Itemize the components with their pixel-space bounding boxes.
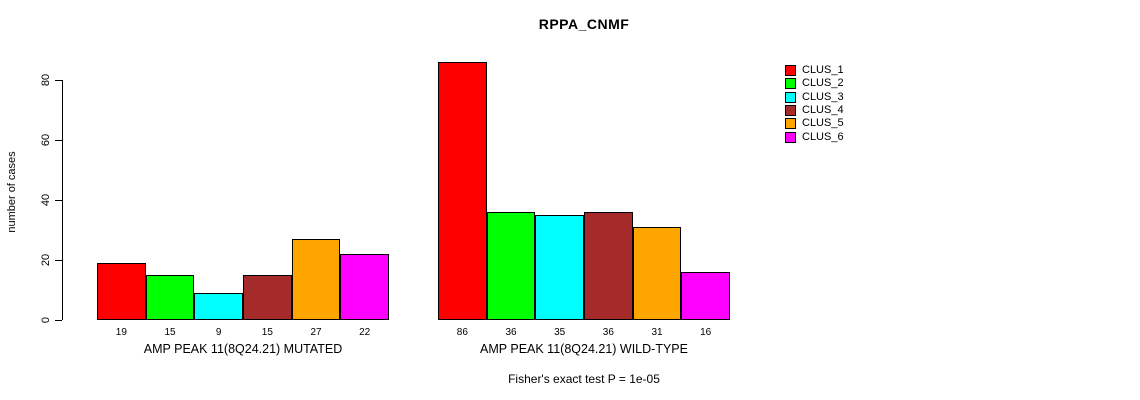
bar-clus_6-group1	[681, 272, 730, 320]
bar-value-label: 27	[310, 327, 322, 338]
y-axis-tick	[55, 259, 62, 261]
bar-value-label: 36	[505, 327, 517, 338]
legend-swatch-icon	[785, 118, 796, 130]
y-axis-title: number of cases	[6, 151, 18, 233]
bar-clus_3-group0	[194, 293, 243, 320]
bar-clus_3-group1	[535, 215, 584, 320]
bar-clus_2-group0	[145, 275, 195, 320]
bar-clus_4-group1	[584, 212, 633, 320]
legend-item-clus_2: CLUS_2	[785, 77, 844, 90]
y-axis-tick-label: 60	[40, 133, 52, 147]
bar-value-label: 31	[651, 327, 663, 338]
bar-clus_1-group0	[97, 263, 146, 320]
bar-value-label: 86	[456, 327, 468, 338]
legend-label: CLUS_6	[802, 130, 844, 143]
group-label-mutated: AMP PEAK 11(8Q24.21) MUTATED	[143, 342, 343, 356]
legend-item-clus_6: CLUS_6	[785, 130, 844, 143]
y-axis-tick	[55, 199, 62, 201]
y-axis-tick-label: 80	[40, 73, 52, 87]
bar-value-label: 36	[602, 327, 614, 338]
legend-item-clus_3: CLUS_3	[785, 91, 844, 104]
legend-label: CLUS_3	[802, 90, 844, 103]
legend-swatch-icon	[785, 131, 796, 143]
legend-item-clus_5: CLUS_5	[785, 117, 844, 130]
bar-clus_4-group0	[243, 275, 292, 320]
y-axis-line	[62, 80, 63, 320]
legend-label: CLUS_5	[802, 117, 844, 130]
y-axis-tick-label: 40	[40, 193, 52, 207]
bar-clus_5-group1	[632, 227, 682, 320]
fisher-test-caption: Fisher's exact test P = 1e-05	[508, 372, 660, 386]
legend-swatch-icon	[785, 78, 796, 90]
bar-clus_2-group1	[486, 212, 536, 320]
bar-clus_6-group0	[340, 254, 389, 320]
legend-label: CLUS_2	[802, 77, 844, 90]
y-axis-tick-label: 20	[40, 253, 52, 267]
bar-value-label: 22	[359, 327, 371, 338]
y-axis-tick	[55, 139, 62, 141]
legend-swatch-icon	[785, 91, 796, 103]
y-axis-tick-label: 0	[40, 316, 52, 324]
legend-swatch-icon	[785, 65, 796, 77]
bar-value-label: 35	[554, 327, 566, 338]
bar-value-label: 16	[700, 327, 712, 338]
legend-label: CLUS_4	[802, 104, 844, 117]
bar-value-label: 9	[215, 327, 222, 338]
bar-value-label: 15	[164, 327, 176, 338]
bar-value-label: 19	[115, 327, 127, 338]
group-label-wild-type: AMP PEAK 11(8Q24.21) WILD-TYPE	[480, 342, 688, 356]
legend-item-clus_1: CLUS_1	[785, 64, 844, 77]
legend-item-clus_4: CLUS_4	[785, 104, 844, 117]
legend: CLUS_1 CLUS_2 CLUS_3 CLUS_4 CLUS_5 CLUS_6	[785, 64, 844, 144]
y-axis-tick	[55, 319, 62, 321]
legend-label: CLUS_1	[802, 64, 844, 77]
bar-value-label: 15	[261, 327, 273, 338]
y-axis-tick	[55, 79, 62, 81]
bar-clus_1-group1	[438, 62, 487, 320]
bar-clus_5-group0	[291, 239, 341, 320]
chart-title: RPPA_CNMF	[538, 16, 630, 32]
legend-swatch-icon	[785, 105, 796, 117]
